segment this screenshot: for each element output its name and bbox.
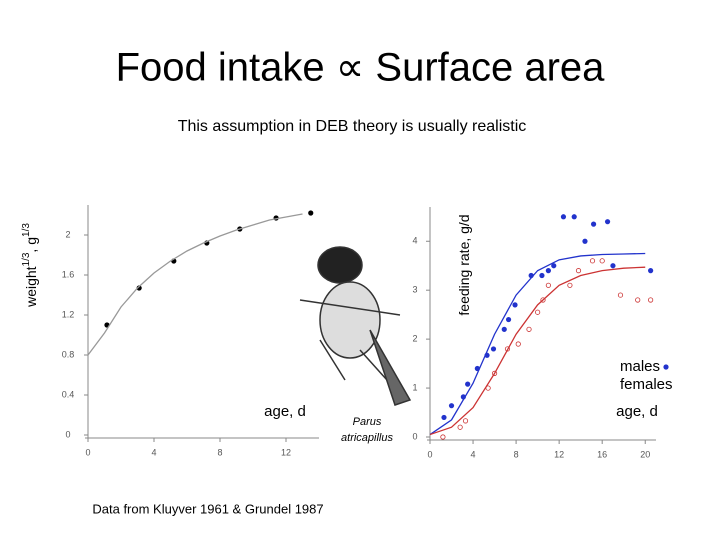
data-point — [512, 302, 518, 308]
y-tick-label: 3 — [412, 285, 417, 295]
slide-title: Food intake ∝ Surface area — [116, 46, 606, 90]
data-point — [648, 268, 654, 274]
data-point — [539, 272, 545, 279]
source-note: Data from Kluyver 1961 & Grundel 1987 — [92, 501, 323, 516]
y-axis-label-part: , g — [23, 237, 39, 253]
data-point — [610, 263, 616, 269]
image-caption: Parus — [353, 416, 382, 428]
x-tick-label: 4 — [151, 447, 156, 457]
legend-label: females — [620, 376, 673, 393]
x-tick-label: 8 — [514, 449, 519, 459]
data-point — [465, 381, 471, 387]
y-tick-label: 0 — [412, 431, 417, 441]
subtitle: This assumption in DEB theory is usually… — [178, 118, 527, 135]
data-point — [551, 263, 557, 269]
data-point — [448, 403, 455, 409]
x-axis-label: age, d — [616, 403, 658, 420]
data-point — [505, 316, 512, 323]
x-tick-label: 16 — [597, 449, 607, 459]
data-point — [515, 341, 521, 347]
y-axis-label-part: feeding rate, g/d — [456, 214, 472, 315]
data-point — [589, 258, 596, 264]
y-tick-label: 1.2 — [62, 309, 75, 319]
y-tick-label: 0.4 — [62, 389, 75, 399]
x-axis-label: age, d — [264, 403, 306, 420]
data-point — [491, 370, 498, 376]
x-tick-label: 0 — [427, 449, 432, 459]
fit-curve — [429, 252, 646, 436]
x-tick-label: 4 — [471, 449, 476, 459]
data-point — [440, 434, 446, 440]
data-point — [599, 258, 605, 264]
data-point — [571, 214, 577, 220]
data-point — [545, 268, 551, 274]
data-point — [526, 326, 532, 332]
x-tick-label: 20 — [640, 449, 650, 459]
data-point — [575, 268, 582, 274]
x-tick-label: 12 — [554, 449, 564, 459]
data-point — [604, 219, 611, 225]
fit-curve — [87, 213, 303, 356]
y-tick-label: 0.8 — [62, 349, 75, 359]
image-caption: atricapillus — [341, 432, 393, 444]
fit-curve — [429, 266, 646, 436]
y-axis-label-part: weight — [23, 266, 39, 308]
y-tick-label: 0 — [65, 429, 70, 439]
data-point — [560, 214, 567, 220]
data-point — [617, 292, 624, 298]
data-point — [545, 282, 551, 288]
data-point — [501, 326, 507, 332]
x-tick-label: 12 — [281, 447, 291, 457]
x-tick-label: 0 — [85, 447, 90, 457]
data-point — [462, 418, 469, 424]
legend-marker — [663, 364, 669, 370]
bird-illustration — [299, 246, 412, 406]
x-tick-label: 8 — [217, 447, 222, 457]
y-tick-label: 4 — [412, 236, 417, 246]
y-tick-label: 2 — [412, 334, 417, 344]
data-point — [582, 238, 588, 244]
data-point — [567, 282, 573, 288]
data-point — [136, 285, 142, 291]
data-point — [441, 414, 447, 421]
data-point — [540, 297, 546, 303]
data-point — [590, 221, 597, 227]
legend-label: males — [620, 358, 660, 375]
y-axis-label-part: 1/3 — [21, 223, 32, 237]
y-tick-label: 2 — [65, 229, 70, 239]
y-axis-label: weight1/3, g1/3 — [21, 223, 39, 308]
y-tick-label: 1 — [412, 382, 417, 392]
y-axis-label: feeding rate, g/d — [456, 214, 472, 315]
y-tick-label: 1.6 — [62, 269, 75, 279]
data-point — [308, 210, 314, 216]
y-axis-label-part: 1/3 — [21, 252, 32, 266]
data-point — [490, 346, 497, 352]
data-point — [457, 424, 463, 430]
data-point — [648, 297, 654, 303]
data-point — [635, 297, 641, 303]
data-point — [535, 309, 541, 315]
